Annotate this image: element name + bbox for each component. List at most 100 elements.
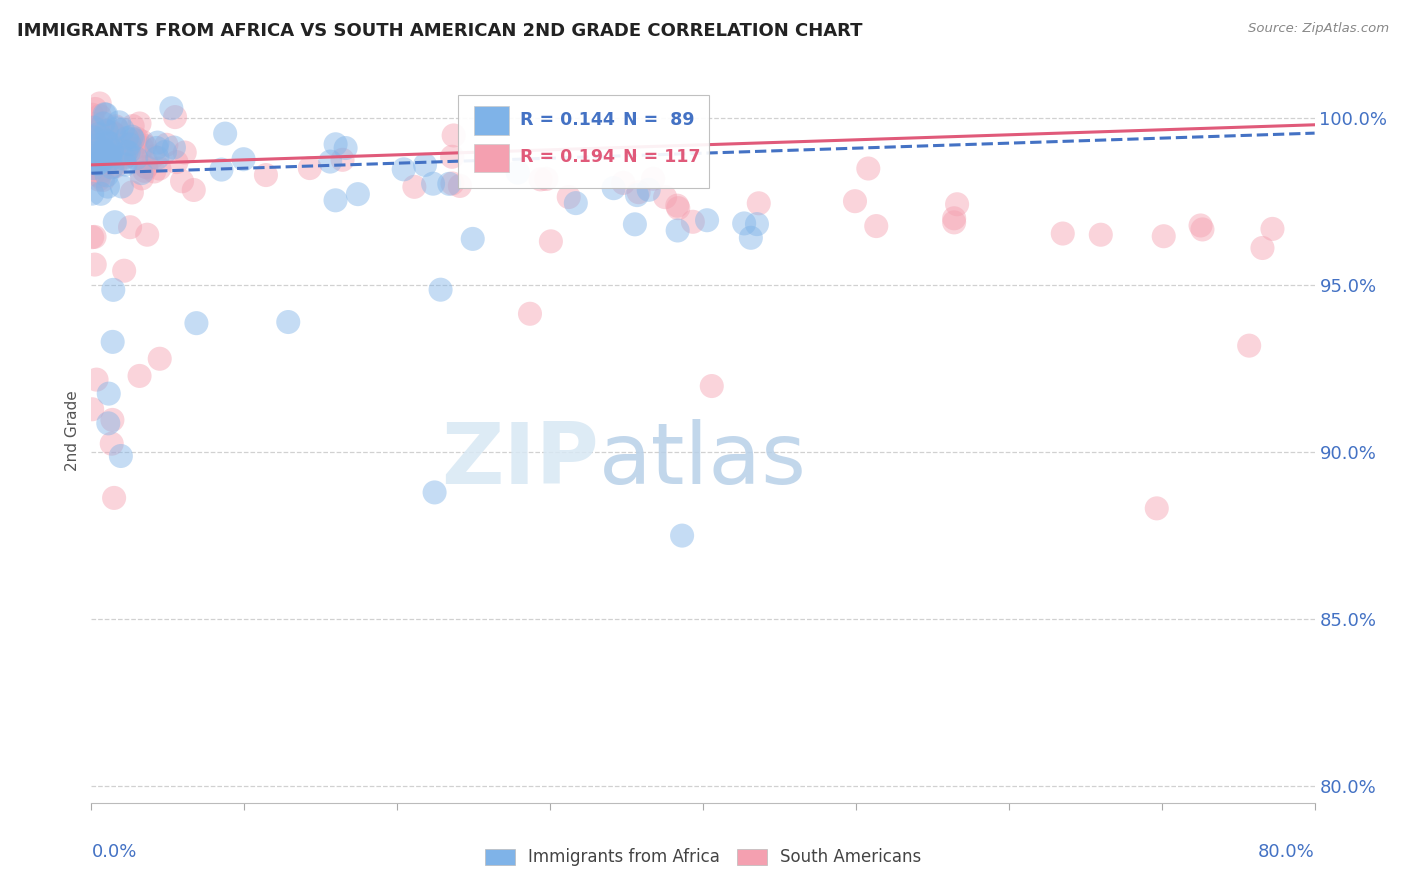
Point <box>93 152 115 166</box>
Point <box>122 132 145 146</box>
Point <box>254 168 277 182</box>
Point <box>142 149 165 163</box>
Point <box>90 131 112 145</box>
Point <box>114 150 136 164</box>
Point <box>89 155 111 169</box>
Point <box>82 230 104 244</box>
Point <box>84 117 107 131</box>
Point <box>96 145 118 160</box>
Point <box>128 116 150 130</box>
Bar <box>474 106 509 135</box>
Point <box>98 148 121 162</box>
Point <box>183 183 205 197</box>
Point <box>82 127 104 141</box>
Point <box>160 101 183 115</box>
Text: 0.0%: 0.0% <box>91 843 136 861</box>
Point <box>319 154 342 169</box>
Point <box>86 133 108 147</box>
Point <box>104 120 127 134</box>
Text: N = 117: N = 117 <box>623 148 702 166</box>
Point <box>105 121 128 136</box>
Point <box>93 147 115 161</box>
Point <box>696 213 718 227</box>
Point <box>82 161 104 176</box>
Point <box>83 230 105 244</box>
Point <box>214 127 236 141</box>
Text: ZIP: ZIP <box>441 418 599 501</box>
Point <box>121 119 143 133</box>
Point <box>1153 229 1175 244</box>
Point <box>131 171 153 186</box>
Point <box>82 186 104 201</box>
Point <box>347 187 370 202</box>
Point <box>332 153 354 167</box>
Point <box>422 177 444 191</box>
Point <box>519 307 541 321</box>
Point <box>134 164 156 178</box>
Point <box>108 144 131 158</box>
Point <box>1146 501 1168 516</box>
Point <box>173 145 195 160</box>
Point <box>135 160 157 174</box>
Point <box>86 136 108 151</box>
Point <box>87 127 110 141</box>
Point <box>325 137 347 152</box>
Point <box>125 132 148 146</box>
Point <box>97 179 120 194</box>
Point <box>96 124 118 138</box>
Point <box>124 133 146 147</box>
Point <box>82 149 104 163</box>
Point <box>97 417 120 431</box>
Point <box>94 156 117 170</box>
Point <box>100 149 122 163</box>
Point <box>148 161 170 176</box>
Point <box>84 102 107 116</box>
Point <box>87 140 110 154</box>
Point <box>100 153 122 167</box>
Point <box>121 136 143 151</box>
Point <box>86 373 108 387</box>
Point <box>335 141 357 155</box>
Point <box>103 283 125 297</box>
Point <box>121 129 143 144</box>
Point <box>100 136 122 151</box>
Point <box>232 152 254 166</box>
Point <box>84 153 107 167</box>
Point <box>87 123 110 137</box>
Point <box>136 227 159 242</box>
Point <box>82 108 104 122</box>
Point <box>111 122 134 136</box>
Point <box>104 215 127 229</box>
FancyBboxPatch shape <box>458 95 709 188</box>
Point <box>461 232 484 246</box>
Point <box>277 315 299 329</box>
Point <box>96 134 118 148</box>
Point <box>101 161 124 175</box>
Point <box>125 151 148 165</box>
Point <box>86 139 108 153</box>
Point <box>666 223 689 237</box>
Point <box>170 174 193 188</box>
Point <box>565 196 588 211</box>
Point <box>131 140 153 154</box>
Point <box>443 128 465 143</box>
Point <box>165 110 187 124</box>
Point <box>91 173 114 187</box>
Point <box>89 145 111 159</box>
Point <box>153 145 176 159</box>
Point <box>637 183 659 197</box>
Point <box>146 136 169 150</box>
Point <box>325 194 347 208</box>
Point <box>700 379 723 393</box>
Point <box>84 146 107 161</box>
Text: R = 0.144: R = 0.144 <box>520 111 614 128</box>
Point <box>90 164 112 178</box>
Point <box>558 190 581 204</box>
Point <box>641 171 664 186</box>
Point <box>100 140 122 154</box>
Point <box>612 176 634 190</box>
Point <box>865 219 887 233</box>
Point <box>82 402 104 417</box>
Point <box>1189 219 1212 233</box>
Point <box>1237 338 1260 352</box>
